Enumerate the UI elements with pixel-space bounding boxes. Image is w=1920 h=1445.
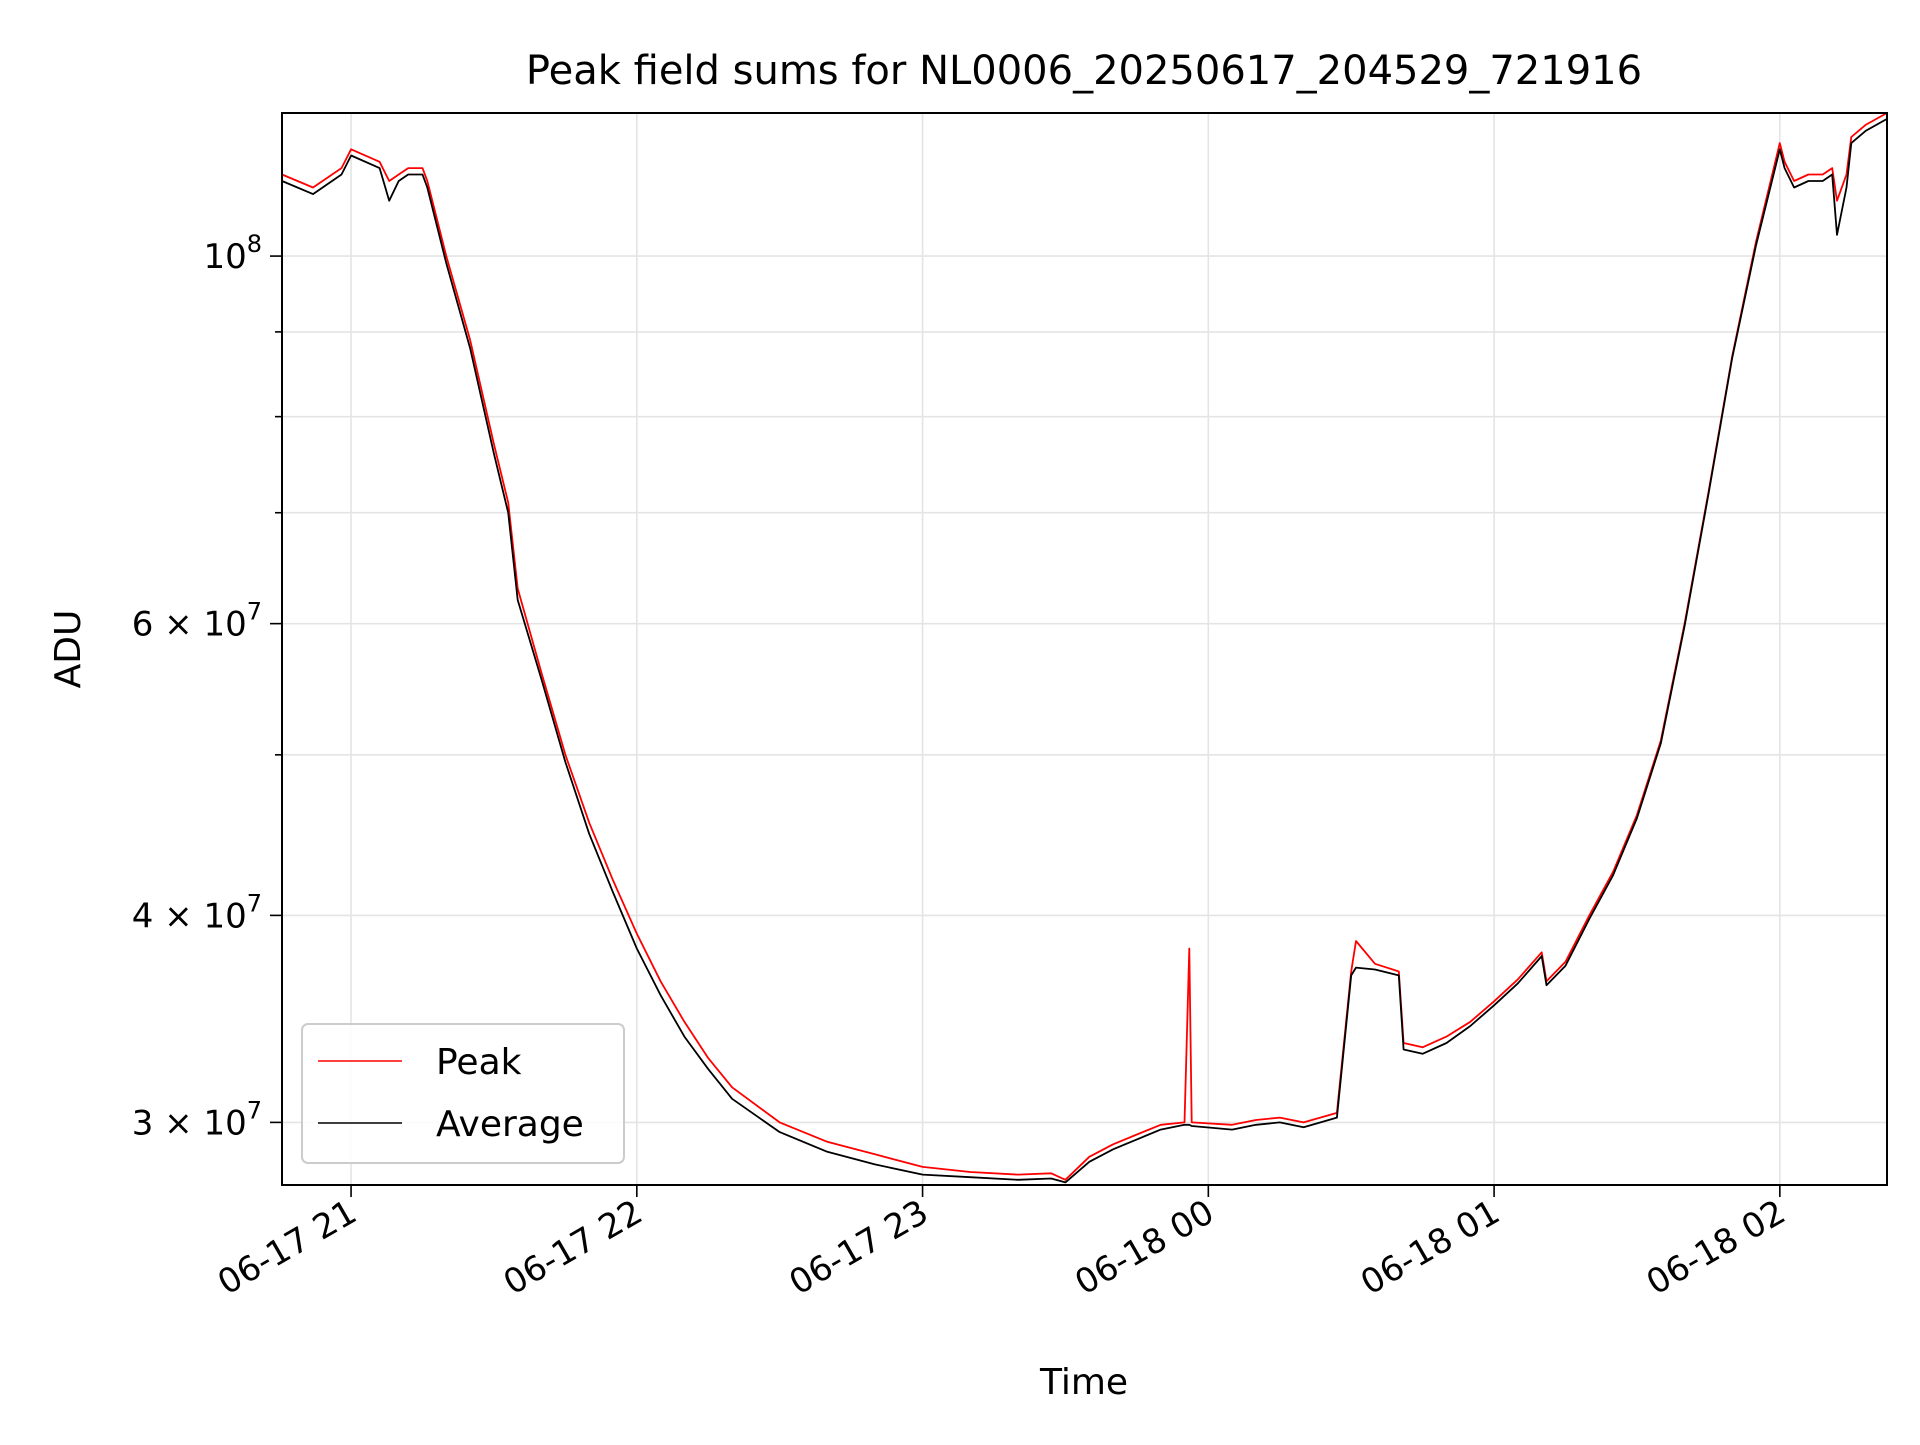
legend: Peak Average (301, 1023, 625, 1164)
legend-label-peak: Peak (436, 1042, 522, 1083)
y-tick-label: 4 × 107 (132, 889, 262, 936)
chart-title: Peak field sums for NL0006_20250617_2045… (526, 48, 1642, 94)
legend-label-average: Average (436, 1104, 584, 1145)
plot-frame (281, 112, 1888, 1186)
series-layer (281, 112, 1888, 1184)
y-tick-label: 3 × 107 (132, 1096, 262, 1143)
legend-box (301, 1023, 625, 1164)
y-tick-label: 108 (203, 230, 262, 277)
y-tick-label: 6 × 107 (132, 598, 262, 645)
series-line-average (281, 118, 1888, 1184)
x-axis-label: Time (1039, 1362, 1128, 1403)
grid-layer (282, 113, 1887, 1185)
y-axis-label: ADU (48, 610, 89, 689)
